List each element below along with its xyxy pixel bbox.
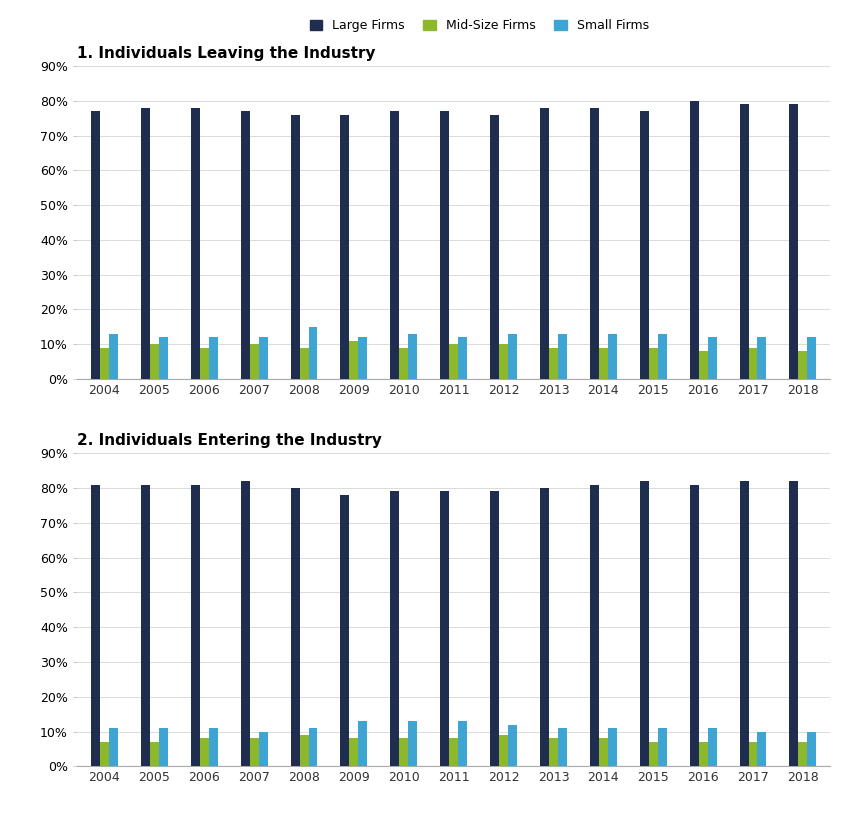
Bar [558, 334, 567, 379]
Bar [191, 485, 199, 766]
Bar [259, 337, 268, 379]
Bar [440, 491, 449, 766]
Bar [241, 481, 250, 766]
Bar [141, 485, 150, 766]
Bar [490, 491, 499, 766]
Bar [549, 348, 558, 379]
Bar [141, 108, 150, 379]
Bar [599, 348, 608, 379]
Bar [390, 111, 399, 379]
Bar [290, 488, 300, 766]
Bar [449, 738, 458, 766]
Bar [540, 108, 549, 379]
Bar [540, 488, 549, 766]
Bar [698, 742, 708, 766]
Bar [799, 742, 807, 766]
Bar [390, 491, 399, 766]
Bar [341, 115, 349, 379]
Bar [109, 728, 118, 766]
Bar [549, 738, 558, 766]
Bar [458, 721, 467, 766]
Bar [308, 327, 318, 379]
Bar [499, 735, 508, 766]
Bar [690, 485, 698, 766]
Bar [209, 337, 217, 379]
Bar [199, 348, 209, 379]
Bar [91, 485, 100, 766]
Bar [807, 337, 817, 379]
Bar [499, 344, 508, 379]
Bar [150, 742, 159, 766]
Bar [740, 481, 748, 766]
Bar [490, 115, 499, 379]
Bar [241, 111, 250, 379]
Bar [408, 334, 417, 379]
Bar [508, 334, 517, 379]
Bar [698, 351, 708, 379]
Bar [649, 742, 657, 766]
Bar [159, 728, 168, 766]
Bar [599, 738, 608, 766]
Bar [440, 111, 449, 379]
Bar [308, 728, 318, 766]
Bar [399, 738, 408, 766]
Bar [359, 721, 367, 766]
Bar [789, 104, 799, 379]
Bar [349, 738, 359, 766]
Bar [399, 348, 408, 379]
Bar [300, 735, 308, 766]
Bar [657, 728, 667, 766]
Bar [159, 337, 168, 379]
Bar [558, 728, 567, 766]
Bar [758, 732, 766, 766]
Bar [748, 348, 758, 379]
Bar [199, 738, 209, 766]
Text: 2. Individuals Entering the Industry: 2. Individuals Entering the Industry [77, 433, 382, 448]
Bar [359, 337, 367, 379]
Bar [807, 732, 817, 766]
Bar [109, 334, 118, 379]
Text: 1. Individuals Leaving the Industry: 1. Individuals Leaving the Industry [77, 45, 376, 61]
Bar [100, 348, 109, 379]
Bar [300, 348, 308, 379]
Bar [100, 742, 109, 766]
Bar [449, 344, 458, 379]
Bar [649, 348, 657, 379]
Bar [408, 721, 417, 766]
Bar [250, 344, 259, 379]
Bar [590, 485, 599, 766]
Bar [150, 344, 159, 379]
Bar [639, 111, 649, 379]
Legend: Large Firms, Mid-Size Firms, Small Firms: Large Firms, Mid-Size Firms, Small Firms [305, 15, 654, 37]
Bar [259, 732, 268, 766]
Bar [590, 108, 599, 379]
Bar [708, 337, 716, 379]
Bar [758, 337, 766, 379]
Bar [349, 341, 359, 379]
Bar [91, 111, 100, 379]
Bar [690, 101, 698, 379]
Bar [740, 104, 748, 379]
Bar [799, 351, 807, 379]
Bar [508, 724, 517, 766]
Bar [708, 728, 716, 766]
Bar [209, 728, 217, 766]
Bar [191, 108, 199, 379]
Bar [639, 481, 649, 766]
Bar [608, 334, 617, 379]
Bar [290, 115, 300, 379]
Bar [250, 738, 259, 766]
Bar [748, 742, 758, 766]
Bar [657, 334, 667, 379]
Bar [458, 337, 467, 379]
Bar [789, 481, 799, 766]
Bar [341, 495, 349, 766]
Bar [608, 728, 617, 766]
